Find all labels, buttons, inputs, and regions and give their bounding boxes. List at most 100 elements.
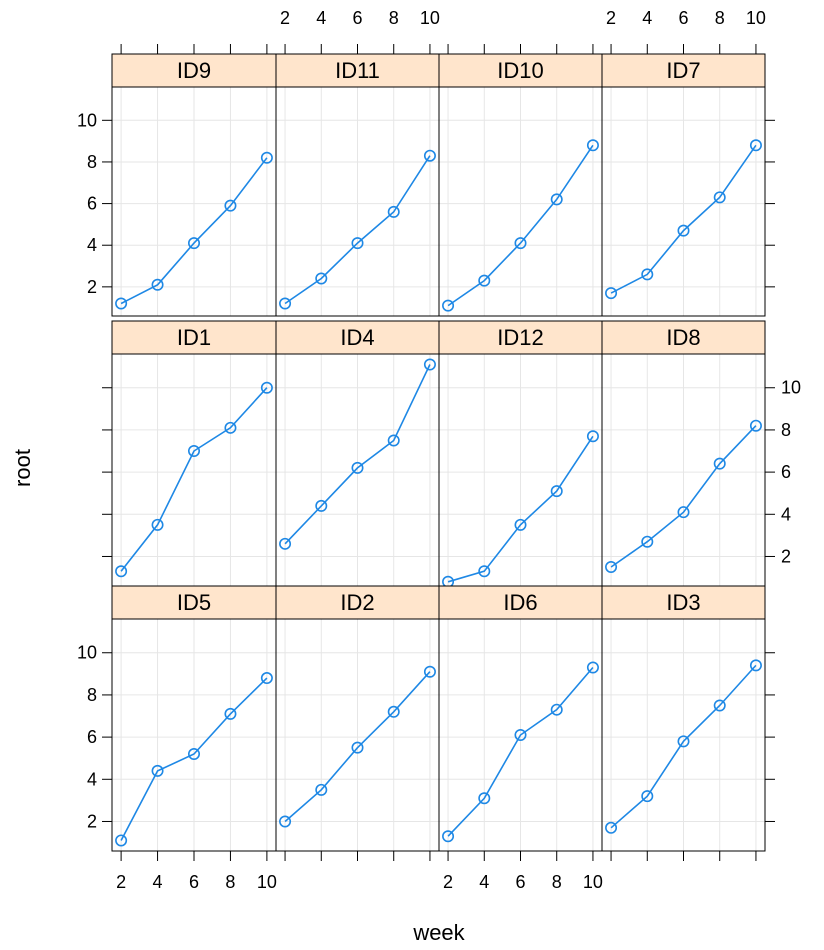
strip-label: ID2: [340, 590, 374, 615]
x-tick-label: 8: [389, 8, 399, 28]
data-point: [442, 299, 455, 312]
y-tick-label: 2: [87, 811, 97, 831]
y-tick-label: 8: [87, 685, 97, 705]
x-tick-label: 4: [153, 872, 163, 892]
data-point: [315, 499, 328, 512]
panel-id9: ID9: [111, 53, 277, 317]
data-point: [478, 274, 491, 287]
panel-id8: ID8: [601, 320, 766, 587]
data-point: [586, 139, 599, 152]
data-point: [351, 741, 364, 754]
data-point: [279, 815, 292, 828]
y-tick-label: 2: [781, 546, 791, 566]
y-axis-left-row3: 2 4 6 8 10: [77, 643, 112, 831]
panel-id7: ID7: [601, 53, 766, 317]
data-point: [224, 199, 237, 212]
series-line: [284, 364, 431, 545]
strip-label: ID11: [335, 58, 380, 83]
strip-label: ID5: [177, 590, 211, 615]
x-ticks-top-col1: [120, 44, 268, 54]
data-point: [151, 278, 164, 291]
y-tick-label: 4: [87, 235, 97, 255]
data-point: [151, 764, 164, 777]
strip-label: ID8: [666, 325, 700, 350]
x-axis-bottom-col1: 2 4 6 8 10: [116, 851, 277, 892]
x-tick-label: 6: [678, 8, 688, 28]
data-point: [115, 834, 128, 847]
data-point: [713, 699, 726, 712]
series-line: [284, 155, 431, 305]
data-point: [224, 707, 237, 720]
x-tick-label: 6: [515, 872, 525, 892]
y-tick-label: 8: [87, 152, 97, 172]
data-point: [605, 287, 618, 300]
x-tick-label: 6: [189, 872, 199, 892]
data-point: [151, 518, 164, 531]
data-point: [188, 445, 201, 458]
data-point: [188, 237, 201, 250]
data-point: [423, 358, 436, 371]
panel-id10: ID10: [438, 53, 603, 317]
y-tick-label: 10: [781, 378, 801, 398]
data-point: [586, 661, 599, 674]
panel-id4: ID4: [275, 320, 440, 587]
data-point: [749, 419, 762, 432]
data-point: [351, 461, 364, 474]
y-ticks-right-row3: [765, 652, 775, 822]
data-point: [749, 139, 762, 152]
data-point: [713, 191, 726, 204]
x-ticks-bottom-col2: [284, 851, 431, 861]
data-point: [115, 297, 128, 310]
x-axis-bottom-col3: 2 4 6 8 10: [443, 851, 603, 892]
x-tick-label: 2: [116, 872, 126, 892]
strip-id12: [438, 320, 603, 355]
data-point: [188, 747, 201, 760]
strip-label: ID4: [340, 325, 374, 350]
panels-layer: ID9 ID11 ID10 ID7 ID1 ID4 ID12 ID8 ID5 ID2 ID6 ID3: [111, 53, 766, 852]
data-point: [387, 705, 400, 718]
panel-id12: ID12: [438, 320, 603, 588]
axes-layer: 2 4 6 8 10 2 4 6 8 10 2 4 6 8 10 2 4 6 8 10 2 4 6 8 10 2 4 6 8 10 2 4 6 8…: [77, 8, 801, 892]
x-tick-label: 10: [746, 8, 766, 28]
strip-label: ID12: [497, 325, 543, 350]
panel-frame: [601, 86, 766, 317]
data-point: [260, 672, 273, 685]
strip-id1: [111, 320, 277, 355]
strip-label: ID7: [666, 58, 700, 83]
strip-label: ID1: [177, 325, 211, 350]
x-tick-label: 8: [552, 872, 562, 892]
panel-id5: ID5: [111, 585, 277, 852]
y-tick-label: 6: [87, 194, 97, 214]
series-line: [610, 144, 757, 294]
series-line: [447, 435, 594, 583]
data-point: [641, 268, 654, 281]
y-tick-label: 6: [87, 727, 97, 747]
data-point: [315, 272, 328, 285]
data-point: [442, 830, 455, 843]
y-tick-label: 6: [781, 462, 791, 482]
data-point: [478, 565, 491, 578]
panel-id11: ID11: [275, 53, 440, 317]
panel-id6: ID6: [438, 585, 603, 852]
data-point: [279, 537, 292, 550]
panel-id1: ID1: [111, 320, 277, 587]
strip-id3: [601, 585, 766, 620]
data-point: [260, 381, 273, 394]
y-tick-label: 10: [77, 110, 97, 130]
x-tick-label: 2: [606, 8, 616, 28]
data-point: [514, 237, 527, 250]
data-point: [586, 430, 599, 443]
data-point: [478, 792, 491, 805]
y-tick-label: 4: [781, 504, 791, 524]
data-point: [550, 193, 563, 206]
y-ticks-right-row1: [765, 119, 775, 288]
x-axis-top-col4: 2 4 6 8 10: [606, 8, 766, 54]
data-point: [260, 151, 273, 164]
data-point: [677, 224, 690, 237]
data-point: [387, 205, 400, 218]
data-point: [514, 728, 527, 741]
data-point: [550, 703, 563, 716]
data-point: [677, 506, 690, 519]
x-tick-label: 4: [316, 8, 326, 28]
series-line: [120, 387, 268, 572]
